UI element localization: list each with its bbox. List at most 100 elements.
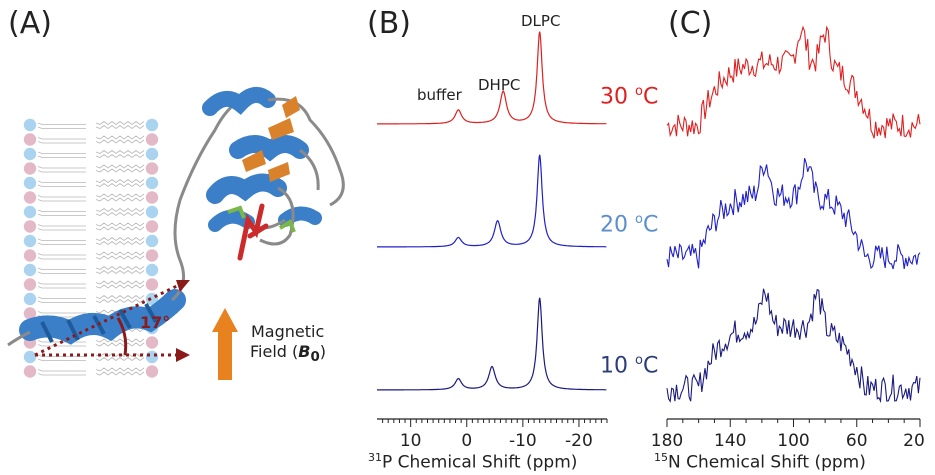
lipid-head: [23, 234, 37, 248]
lipid-head: [23, 205, 37, 219]
lipid-bilayer: [23, 118, 159, 378]
lipid-tails: [37, 135, 145, 144]
lipid-head: [145, 118, 159, 132]
lipid-tails: [37, 179, 145, 187]
p31-tick-label: -20: [565, 431, 593, 451]
panel-c-label: (C): [668, 6, 713, 41]
lipid-tails: [37, 353, 145, 361]
lipid-tails: [37, 266, 145, 274]
peak-label-dhpc: DHPC: [478, 76, 521, 94]
lipid-tails: [37, 367, 145, 376]
n15-axis-title: 15N Chemical Shift (ppm): [654, 451, 866, 473]
p31-tick-label: 10: [399, 431, 422, 451]
lipid-head: [23, 350, 37, 364]
temperature-label-20: 20 oC: [600, 212, 659, 238]
panel-b-label: (B): [367, 6, 411, 41]
soluble-helix-5: [278, 206, 322, 227]
n15-tick-label: 140: [714, 431, 747, 451]
soluble-helix-4: [208, 209, 255, 232]
beta-strand-1: [282, 96, 300, 118]
peak-label-buffer: buffer: [417, 86, 462, 104]
ligand: [237, 203, 269, 261]
lipid-head: [145, 234, 159, 248]
lipid-tails: [37, 295, 145, 303]
lipid-head: [145, 278, 159, 291]
tilt-angle-label: 17°: [140, 313, 171, 332]
lipid-head: [23, 292, 37, 306]
n15-axis: [666, 418, 921, 427]
lipid-head: [23, 176, 37, 190]
n15-spectra: [666, 25, 921, 404]
n15-tick-label: 60: [845, 431, 868, 451]
orientation-vectors: [34, 280, 190, 362]
p31-axis: [377, 418, 608, 427]
p31-spectra: [377, 31, 607, 391]
n15-tick-label: 20: [903, 431, 925, 451]
lipid-head: [23, 118, 37, 132]
p31-spectrum-30: [377, 31, 607, 125]
p31-spectrum-20: [377, 154, 607, 248]
linker-loop: [170, 98, 241, 302]
lipid-head: [145, 263, 159, 277]
lipid-head: [145, 249, 159, 262]
soluble-helix-3: [206, 173, 287, 204]
protein-cartoon: [7, 86, 345, 347]
n15-spectrum-20: [666, 158, 921, 270]
lipid-tails: [37, 309, 145, 318]
lipid-head: [145, 176, 159, 190]
lipid-head: [23, 162, 37, 175]
lipid-head: [145, 336, 159, 349]
lipid-head: [23, 263, 37, 277]
lipid-head: [23, 220, 37, 233]
lipid-head: [145, 205, 159, 219]
lipid-head: [145, 191, 159, 204]
lipid-head: [23, 191, 37, 204]
n15-tick-label: 180: [650, 431, 684, 451]
panel-a-label: (A): [8, 6, 52, 41]
lipid-head: [145, 147, 159, 161]
lipid-head: [145, 133, 159, 146]
lipid-tails: [37, 237, 145, 245]
lipid-tails: [37, 208, 145, 216]
p31-spectrum-10: [377, 297, 607, 391]
lipid-head: [23, 133, 37, 146]
lipid-tails: [37, 121, 145, 129]
n-terminal-loop: [7, 330, 31, 347]
lipid-head: [23, 307, 37, 320]
lipid-tails: [37, 280, 145, 289]
lipid-head: [23, 249, 37, 262]
p31-tick-label: 0: [461, 431, 473, 451]
magnetic-field-label-line2: Field (B0): [250, 342, 326, 366]
p31-axis-title: 31P Chemical Shift (ppm): [368, 451, 578, 473]
soluble-loops: [246, 97, 345, 246]
soluble-helix-2: [229, 135, 309, 162]
beta-strand-4: [268, 162, 290, 182]
peak-label-dlpc: DLPC: [521, 12, 561, 30]
lipid-head: [145, 365, 159, 378]
n15-spectrum-10: [666, 288, 921, 404]
beta-strand-2: [268, 118, 294, 140]
bilayer-normal-arrowhead: [176, 348, 190, 362]
lipid-tails: [37, 193, 145, 202]
p31-tick-label: -10: [508, 431, 537, 451]
lipid-tails: [37, 251, 145, 260]
magnetic-field-arrow: [212, 308, 238, 380]
lipid-head: [23, 147, 37, 161]
angle-arc: [116, 317, 128, 356]
magnetic-field-label-line1: Magnetic: [251, 322, 325, 341]
helix-axis-arrowhead: [176, 280, 190, 292]
lipid-head: [23, 278, 37, 291]
temperature-label-30: 30 oC: [600, 84, 659, 110]
transmembrane-helix: [19, 289, 186, 345]
temperature-label-10: 10 oC: [600, 353, 659, 379]
n15-spectrum-30: [666, 25, 921, 139]
side-chain-2: [278, 219, 296, 233]
lipid-tails: [37, 222, 145, 231]
side-chain-1: [227, 205, 246, 219]
lipid-head: [23, 365, 37, 378]
lipid-head: [145, 162, 159, 175]
beta-strand-3: [242, 150, 266, 172]
lipid-tails: [37, 150, 145, 158]
